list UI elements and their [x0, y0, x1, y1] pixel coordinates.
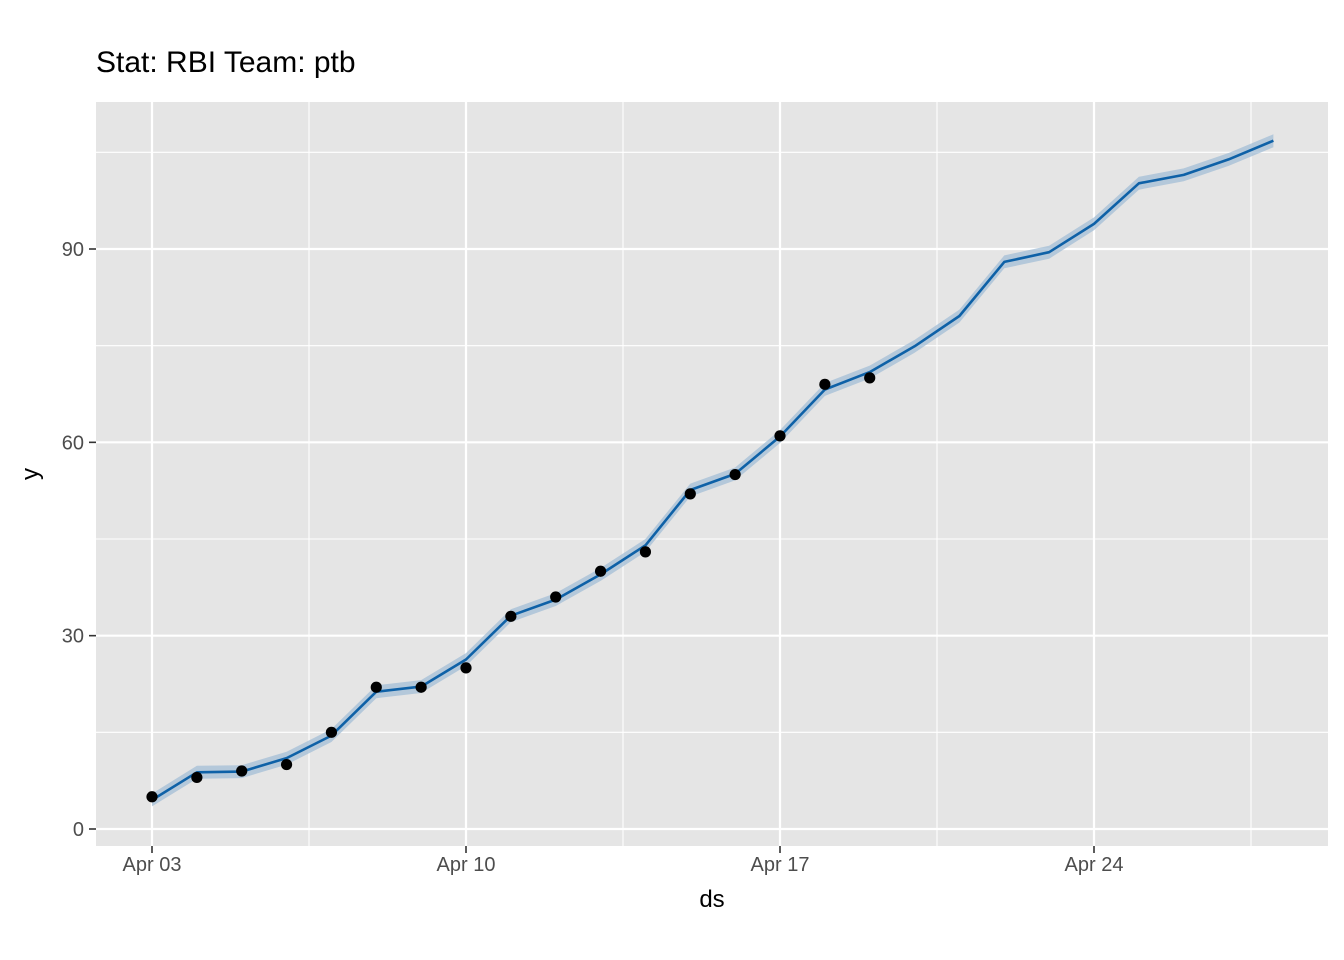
observed-points	[146, 372, 876, 803]
y-axis-title: y	[17, 468, 44, 480]
data-point	[729, 468, 741, 481]
data-point	[325, 726, 338, 738]
x-tick-label: Apr 03	[123, 854, 182, 876]
minor-gridlines	[96, 102, 1328, 846]
plot-panel	[96, 102, 1328, 846]
y-tick-label: 0	[73, 819, 84, 841]
forecast-line	[151, 139, 1274, 802]
data-point	[280, 758, 293, 771]
x-axis: Apr 03 Apr 10 Apr 17 Apr 24	[123, 846, 1124, 876]
data-point	[370, 681, 382, 693]
chart-title: Stat: RBI Team: ptb	[96, 46, 356, 79]
x-tick-label: Apr 24	[1065, 854, 1124, 876]
data-point	[594, 565, 607, 577]
data-point	[191, 771, 203, 784]
y-tick-label: 90	[62, 239, 84, 261]
y-tick-label: 30	[62, 626, 84, 648]
data-point	[639, 546, 652, 558]
data-point	[505, 610, 517, 622]
x-tick-label: Apr 17	[751, 854, 810, 876]
data-point	[415, 681, 427, 693]
data-point	[684, 488, 696, 500]
data-point	[146, 791, 158, 803]
data-point	[864, 372, 876, 384]
data-point	[460, 662, 472, 674]
data-point	[819, 378, 831, 390]
data-point	[236, 765, 248, 777]
data-point	[550, 591, 562, 603]
x-axis-title: ds	[699, 886, 724, 913]
y-tick-label: 60	[62, 432, 84, 454]
x-tick-label: Apr 10	[437, 854, 496, 876]
data-point	[774, 430, 786, 442]
y-axis: 0 30 60 90	[62, 239, 96, 841]
